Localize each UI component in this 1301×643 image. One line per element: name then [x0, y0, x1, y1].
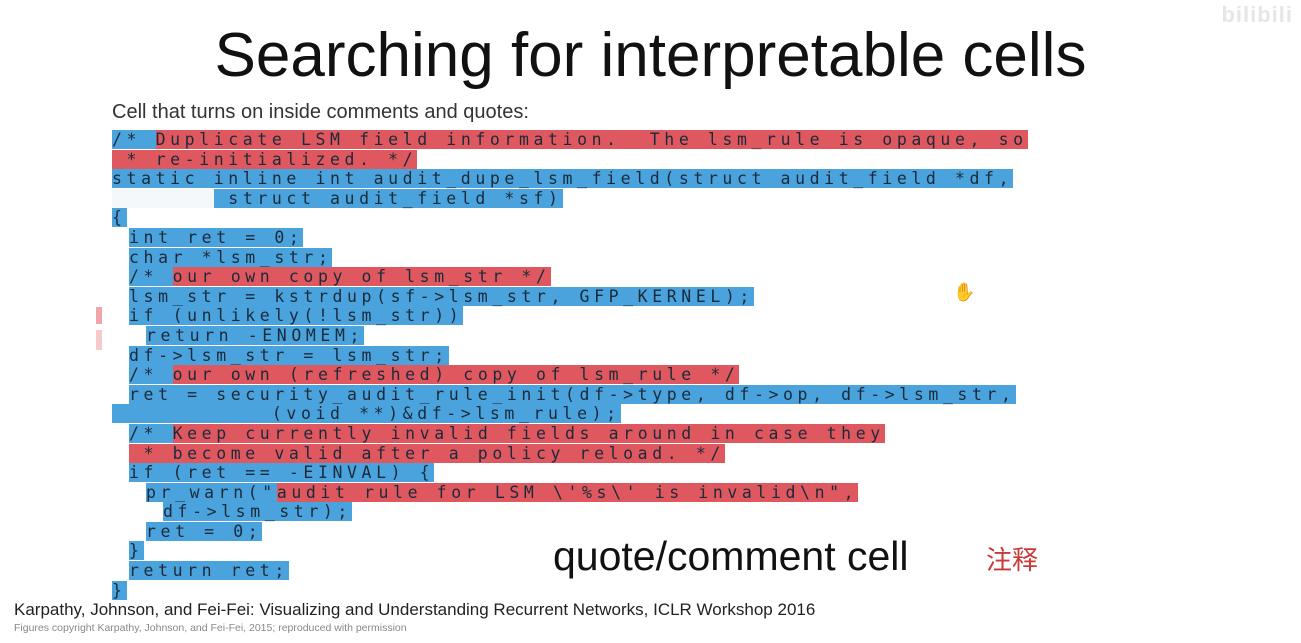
code-line: return ret; — [112, 561, 1028, 581]
code-line: if (unlikely(!lsm_str)) — [112, 306, 1028, 326]
code-line: /* our own (refreshed) copy of lsm_rule … — [112, 365, 1028, 385]
code-segment: } — [112, 580, 127, 600]
code-line: struct audit_field *sf) — [112, 188, 1028, 209]
code-line: * re-initialized. */ — [112, 149, 1028, 170]
code-line: pr_warn("audit rule for LSM \'%s\' is in… — [112, 482, 1028, 503]
code-segment: char *lsm_str; — [129, 247, 333, 267]
code-line: (void **)&df->lsm_rule); — [112, 404, 1028, 424]
code-segment: /* — [129, 423, 173, 443]
code-segment: if (unlikely(!lsm_str)) — [129, 306, 464, 326]
code-segment: /* — [112, 130, 156, 149]
code-line: df->lsm_str); — [112, 502, 1028, 522]
code-segment: pr_warn(" — [146, 482, 277, 502]
code-segment: ret = security_audit_rule_init(df->type,… — [129, 384, 1016, 404]
copyright-note: Figures copyright Karpathy, Johnson, and… — [14, 622, 407, 634]
code-visualization: /* Duplicate LSM field information. The … — [112, 130, 1028, 600]
code-segment: int ret = 0; — [129, 227, 304, 247]
code-line: if (ret == -EINVAL) { — [112, 463, 1028, 483]
code-line: int ret = 0; — [112, 227, 1028, 248]
code-line: return -ENOMEM; — [112, 325, 1028, 346]
citation: Karpathy, Johnson, and Fei-Fei: Visualiz… — [14, 600, 816, 619]
edge-marker — [96, 330, 102, 350]
code-segment: (void **)&df->lsm_rule); — [112, 404, 621, 424]
code-segment: if (ret == -EINVAL) { — [129, 463, 435, 483]
code-segment-active: * re-initialized. */ — [112, 149, 418, 169]
code-segment: lsm_str = kstrdup(sf->lsm_str, GFP_KERNE… — [129, 286, 754, 306]
code-segment: struct audit_field *sf) — [213, 188, 563, 208]
code-segment-active: our own (refreshed) copy of lsm_rule */ — [172, 365, 740, 385]
code-line: /* Duplicate LSM field information. The … — [112, 130, 1028, 150]
code-segment-active: * become valid after a policy reload. */ — [129, 443, 725, 463]
code-segment: df->lsm_str = lsm_str; — [129, 345, 449, 365]
code-line: } — [112, 541, 1028, 561]
code-line: { — [112, 208, 1028, 228]
code-segment: ret = 0; — [146, 521, 263, 541]
hand-cursor-icon: ✋ — [953, 282, 976, 302]
code-segment-active: Keep currently invalid fields around in … — [172, 423, 885, 443]
slide-subtitle: Cell that turns on inside comments and q… — [112, 101, 529, 123]
code-line: /* Keep currently invalid fields around … — [112, 423, 1028, 444]
edge-marker — [96, 307, 102, 324]
code-segment-active: our own copy of lsm_str */ — [172, 267, 551, 287]
code-segment: /* — [129, 267, 173, 287]
code-line: lsm_str = kstrdup(sf->lsm_str, GFP_KERNE… — [112, 286, 1028, 307]
code-segment: /* — [129, 365, 173, 385]
code-line: df->lsm_str = lsm_str; — [112, 345, 1028, 366]
code-segment: { — [112, 208, 127, 228]
code-segment — [112, 188, 214, 208]
slide-title: Searching for interpretable cells — [214, 21, 1087, 90]
code-line: } — [112, 580, 1028, 601]
code-line: * become valid after a policy reload. */ — [112, 443, 1028, 464]
bilibili-watermark: bilibili — [1221, 2, 1293, 27]
code-line: ret = 0; — [112, 521, 1028, 542]
code-segment-active: Duplicate LSM field information. The lsm… — [155, 130, 1028, 149]
code-line: char *lsm_str; — [112, 247, 1028, 268]
code-segment: return -ENOMEM; — [146, 325, 365, 345]
code-segment: static inline int audit_dupe_lsm_field(s… — [112, 169, 1014, 189]
cell-label: quote/comment cell — [553, 533, 909, 579]
code-segment: df->lsm_str); — [163, 502, 352, 522]
code-segment-active: audit rule for LSM \'%s\' is invalid\n", — [276, 482, 859, 502]
code-line: ret = security_audit_rule_init(df->type,… — [112, 384, 1028, 405]
code-segment: } — [129, 541, 144, 561]
code-line: /* our own copy of lsm_str */ — [112, 267, 1028, 287]
handwritten-note: 注释 — [986, 546, 1039, 576]
code-line: static inline int audit_dupe_lsm_field(s… — [112, 169, 1028, 189]
code-segment: return ret; — [129, 561, 289, 581]
